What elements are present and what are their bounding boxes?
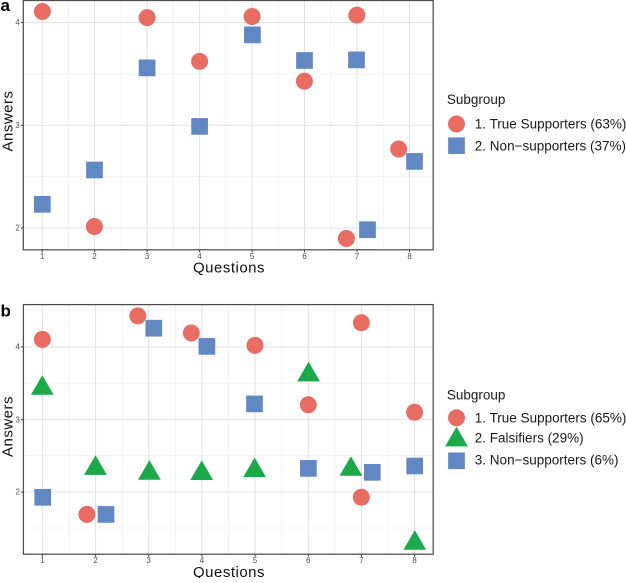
svg-text:2. Non−supporters (37%): 2. Non−supporters (37%) bbox=[475, 138, 626, 153]
svg-text:Answers: Answers bbox=[0, 90, 16, 151]
svg-text:5: 5 bbox=[250, 252, 255, 261]
svg-text:3. Non−supporters (6%): 3. Non−supporters (6%) bbox=[475, 452, 619, 467]
svg-text:a: a bbox=[1, 0, 11, 15]
svg-text:Questions: Questions bbox=[193, 564, 265, 578]
svg-text:1: 1 bbox=[40, 556, 44, 565]
svg-text:4: 4 bbox=[197, 252, 202, 261]
svg-text:7: 7 bbox=[359, 556, 363, 565]
svg-text:3: 3 bbox=[147, 556, 151, 565]
svg-text:4: 4 bbox=[15, 343, 20, 352]
svg-text:3: 3 bbox=[15, 415, 19, 424]
svg-text:2: 2 bbox=[93, 556, 97, 565]
svg-text:Answers: Answers bbox=[0, 396, 16, 457]
svg-text:1. True Supporters (63%): 1. True Supporters (63%) bbox=[475, 117, 626, 132]
svg-text:3: 3 bbox=[145, 252, 149, 261]
svg-text:b: b bbox=[1, 301, 11, 320]
svg-text:3: 3 bbox=[15, 121, 19, 130]
svg-text:2: 2 bbox=[15, 224, 19, 233]
svg-text:2: 2 bbox=[15, 488, 19, 497]
svg-text:6: 6 bbox=[306, 556, 310, 565]
svg-text:7: 7 bbox=[355, 252, 359, 261]
svg-text:4: 4 bbox=[15, 18, 20, 27]
svg-text:2. Falsifiers (29%): 2. Falsifiers (29%) bbox=[475, 431, 584, 446]
svg-text:8: 8 bbox=[412, 556, 416, 565]
svg-text:1. True Supporters (65%): 1. True Supporters (65%) bbox=[475, 411, 626, 426]
svg-text:Subgroup: Subgroup bbox=[447, 92, 506, 107]
svg-text:8: 8 bbox=[407, 252, 411, 261]
svg-text:4: 4 bbox=[200, 556, 205, 565]
svg-text:1: 1 bbox=[40, 252, 44, 261]
svg-text:6: 6 bbox=[302, 252, 306, 261]
svg-text:Subgroup: Subgroup bbox=[447, 388, 506, 403]
svg-text:Questions: Questions bbox=[193, 259, 265, 276]
svg-text:5: 5 bbox=[253, 556, 258, 565]
svg-text:2: 2 bbox=[92, 252, 96, 261]
